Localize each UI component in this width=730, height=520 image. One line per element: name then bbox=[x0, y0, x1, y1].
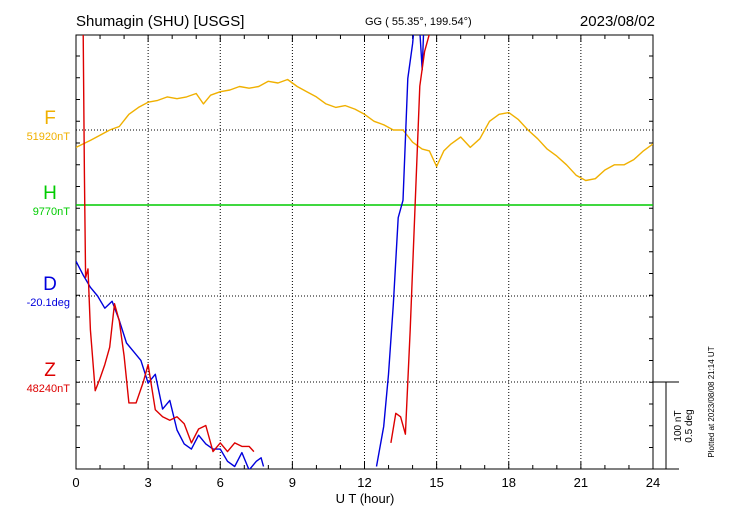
channel-baseline-h: 9770nT bbox=[33, 206, 71, 218]
grid bbox=[76, 35, 653, 469]
plotted-note: Plotted at 2023/08/08 21:14 UT bbox=[707, 346, 716, 457]
station-coords: GG ( 55.35°, 199.54°) bbox=[365, 16, 472, 28]
station-title: Shumagin (SHU) [USGS] bbox=[76, 13, 244, 30]
x-tick-label: 18 bbox=[502, 475, 516, 490]
channel-baseline-f: 51920nT bbox=[27, 131, 71, 143]
channel-baseline-z: 48240nT bbox=[27, 383, 71, 395]
channel-letter-f: F bbox=[44, 108, 56, 129]
x-tick-label: 21 bbox=[574, 475, 588, 490]
series-line-z bbox=[82, 35, 430, 453]
channel-letter-z: Z bbox=[44, 360, 56, 381]
x-tick-label: 9 bbox=[289, 475, 296, 490]
scale-bar: 100 nT 0.5 deg bbox=[653, 381, 695, 470]
x-tick-label: 24 bbox=[646, 475, 660, 490]
x-tick-label: 15 bbox=[429, 475, 443, 490]
x-axis-label: U T (hour) bbox=[336, 491, 395, 506]
scale-deg-label: 0.5 deg bbox=[684, 409, 695, 442]
x-tick-label: 3 bbox=[145, 475, 152, 490]
scale-nt-label: 100 nT bbox=[673, 410, 684, 441]
channel-letter-d: D bbox=[43, 274, 57, 295]
axis-ticks: 0 3 6 9 12 15 18 21 24 bbox=[72, 35, 660, 490]
series-line-f bbox=[76, 78, 653, 182]
channel-baseline-d: -20.1deg bbox=[27, 297, 70, 309]
channel-letter-h: H bbox=[43, 183, 57, 204]
plot-date: 2023/08/02 bbox=[580, 13, 655, 30]
x-tick-label: 0 bbox=[72, 475, 79, 490]
x-tick-label: 6 bbox=[217, 475, 224, 490]
series-line-d bbox=[76, 35, 425, 469]
x-tick-label: 12 bbox=[357, 475, 371, 490]
series-layer bbox=[76, 35, 653, 469]
channel-labels: F 51920nT H 9770nT D -20.1deg Z 48240nT bbox=[27, 108, 71, 395]
